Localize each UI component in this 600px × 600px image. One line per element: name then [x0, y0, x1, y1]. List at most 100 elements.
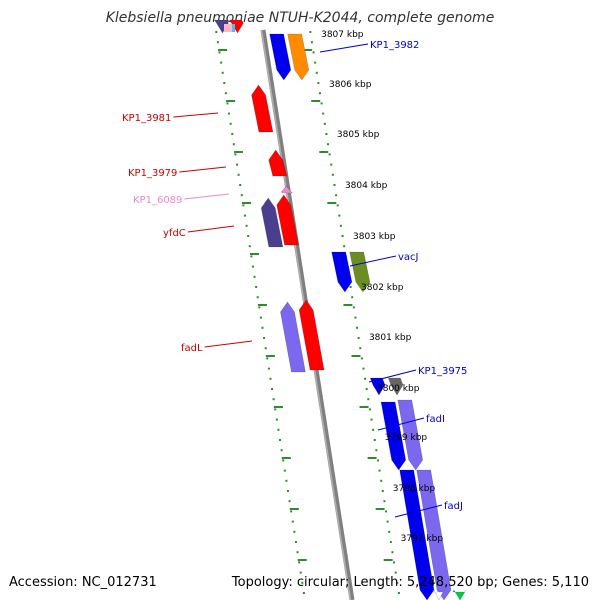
leader-line: [394, 504, 443, 518]
gene-label-fadL: fadL: [181, 343, 203, 354]
tick-minor: [388, 530, 391, 533]
scale-label: 3804 kbp: [345, 181, 388, 191]
tick-minor: [229, 122, 232, 125]
tick-minor: [275, 418, 278, 421]
tick-minor: [310, 41, 313, 44]
tick-minor: [264, 347, 267, 350]
tick-minor: [393, 561, 396, 564]
genome-summary-text: Topology: circular; Length: 5,248,520 bp…: [231, 575, 589, 590]
tick-minor: [272, 398, 275, 401]
tick-minor: [380, 479, 383, 482]
leader-line: [368, 369, 417, 383]
tick-minor: [383, 500, 386, 503]
partial-feature-icon: [228, 19, 244, 34]
tick-minor: [357, 337, 360, 339]
tick-minor: [333, 184, 336, 186]
tick-minor: [283, 469, 286, 472]
map-title: Klebsiella pneumoniae NTUH-K2044, comple…: [105, 10, 495, 26]
leader-line: [377, 417, 425, 431]
tick-minor: [282, 459, 285, 462]
tick-minor: [323, 122, 326, 125]
tick-minor: [352, 306, 355, 309]
tick-minor: [299, 571, 302, 574]
tick-minor: [255, 286, 258, 288]
tick-minor: [386, 520, 389, 523]
leader-line: [204, 340, 253, 348]
leader-line: [173, 112, 219, 118]
scale-label: 3799 kbp: [385, 433, 428, 443]
tick-minor: [245, 224, 248, 227]
gene-arrow-KP1_3981: [251, 84, 274, 133]
scale-label: 3803 kbp: [353, 232, 396, 242]
tick-minor: [325, 133, 328, 135]
tick-minor: [362, 367, 365, 370]
tick-minor: [354, 316, 357, 319]
tick-minor: [365, 388, 368, 390]
tick-minor: [373, 439, 376, 441]
partial-feature-icon: [432, 589, 445, 600]
gene-label-fadI: fadI: [426, 414, 445, 425]
tick-minor: [360, 357, 363, 360]
scale-label: 3800 kbp: [377, 384, 420, 394]
gene-arrow-icon: [331, 251, 353, 293]
tick-minor: [389, 541, 392, 543]
scale-label: 3798 kbp: [393, 484, 436, 494]
tick-minor: [318, 92, 321, 95]
tick-minor: [302, 592, 305, 594]
tick-minor: [296, 551, 299, 554]
tick-minor: [339, 224, 342, 227]
tick-minor: [397, 592, 400, 594]
tick-minor: [301, 581, 304, 584]
tick-minor: [381, 490, 384, 492]
tick-minor: [279, 439, 282, 441]
tick-minor: [396, 581, 399, 584]
tick-minor: [277, 428, 280, 431]
gene-label-KP1_3982: KP1_3982: [370, 40, 419, 51]
label-layer: 3807 kbp 3806 kbp 3805 kbp 3804 kbp 3803 kbp…: [122, 30, 467, 544]
gene-label-KP1_3981: KP1_3981: [122, 113, 171, 124]
tick-minor: [234, 153, 237, 156]
tick-minor: [288, 500, 291, 503]
tick-minor: [394, 571, 397, 574]
tick-minor: [385, 510, 388, 513]
gene-arrow-fadJ: [416, 469, 452, 600]
tick-minor: [376, 459, 379, 462]
scale-label: 3805 kbp: [337, 130, 380, 140]
tick-minor: [263, 337, 266, 339]
tick-minor: [280, 449, 283, 452]
tick-minor: [320, 102, 323, 105]
leader-line: [319, 43, 369, 53]
tick-minor: [330, 163, 333, 166]
tick-minor: [312, 51, 315, 54]
tick-minor: [239, 184, 242, 186]
tick-minor: [375, 449, 378, 452]
scale-label: 3802 kbp: [361, 283, 404, 293]
tick-minor: [224, 92, 227, 95]
accession-text: Accession: NC_012731: [9, 575, 157, 590]
leader-line: [187, 225, 235, 233]
partial-feature-icon: [452, 589, 467, 600]
gene-arrow-vacJ: [349, 251, 371, 293]
gene-arrow-icon: [280, 301, 306, 373]
tick-minor: [248, 245, 251, 248]
scale-label: 3807 kbp: [321, 30, 364, 40]
gene-label-KP1_3979: KP1_3979: [128, 168, 177, 179]
tick-minor: [285, 479, 288, 482]
gene-arrow-yfdC: [276, 194, 299, 246]
tick-minor: [314, 61, 317, 64]
tick-minor: [368, 408, 371, 411]
tick-minor: [290, 510, 293, 513]
tick-minor: [372, 428, 375, 431]
tick-minor: [298, 561, 301, 564]
tick-minor: [309, 31, 312, 33]
tick-minor: [236, 163, 239, 166]
tick-minor: [216, 41, 219, 44]
scale-label: 3797 kbp: [401, 534, 444, 544]
tick-minor: [231, 133, 234, 135]
tick-minor: [338, 214, 341, 217]
partial-feature-icon: [232, 24, 235, 32]
tick-minor: [315, 71, 318, 74]
tick-minor: [221, 71, 224, 74]
gene-arrow-fadL: [298, 299, 325, 371]
gene-label-KP1_6089: KP1_6089: [133, 195, 182, 206]
